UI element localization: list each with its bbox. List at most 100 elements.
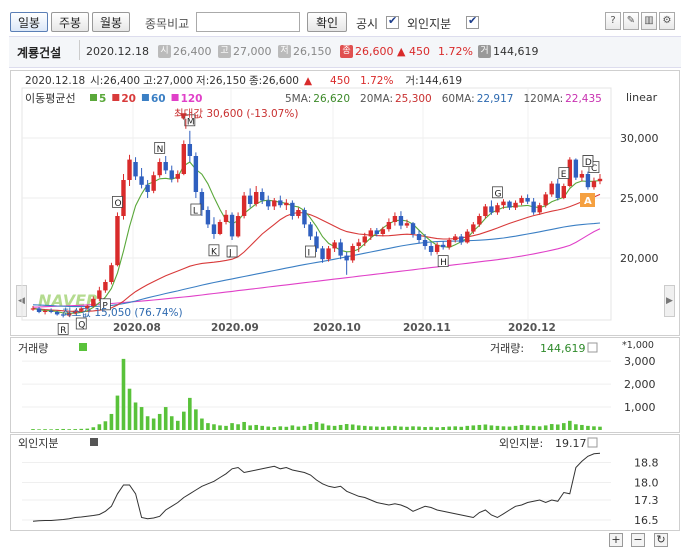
high-icon: 고 — [218, 45, 231, 58]
foreign-panel — [10, 434, 680, 531]
candle-body — [247, 195, 253, 204]
volume-bar — [37, 429, 41, 430]
candle-body — [48, 310, 54, 312]
stock-change: ▲ 450 — [397, 45, 430, 58]
pattern-label-box — [112, 195, 123, 208]
volume-bar — [574, 424, 578, 430]
refresh-icon[interactable]: ↻ — [654, 533, 668, 547]
disclosure-checkbox[interactable] — [386, 14, 399, 29]
stock-date: 2020.12.18 — [86, 45, 149, 58]
foreign-line — [32, 452, 601, 522]
volume-bar — [537, 426, 542, 430]
volume-bar — [435, 427, 439, 430]
pattern-label: E — [561, 170, 567, 180]
candle-body — [211, 224, 217, 234]
candle-body — [471, 224, 476, 232]
settings-icon[interactable]: ⚙ — [659, 12, 675, 30]
candle-body — [151, 175, 156, 191]
info-high-label: 고: — [143, 75, 156, 87]
pattern-label-box — [99, 298, 111, 311]
volume-bar — [465, 425, 470, 430]
volume-bar — [236, 424, 240, 430]
candle-body — [453, 236, 458, 240]
pattern-label-box — [226, 245, 238, 258]
volume-bar — [381, 426, 385, 430]
stock-high: 27,000 — [233, 45, 272, 58]
volume-bar — [206, 423, 210, 430]
scale-label: linear — [626, 91, 658, 104]
volume-bar — [182, 411, 186, 430]
candle-body — [139, 176, 144, 185]
candle-body — [302, 210, 307, 225]
split-icon[interactable]: ▥ — [641, 12, 657, 30]
info-change: 450 — [330, 75, 350, 87]
volume-bar — [85, 428, 90, 430]
price-x-tick: 2020.11 — [403, 322, 451, 334]
volume-bar — [580, 424, 584, 430]
max-arrow: ▼ — [180, 112, 187, 122]
pattern-label-box — [558, 167, 570, 180]
pattern-label: I — [307, 249, 310, 259]
draw-icon[interactable]: ✎ — [623, 12, 639, 30]
volume-bar — [260, 425, 265, 430]
candle-body — [543, 194, 548, 206]
volume-bar — [103, 421, 108, 430]
candle-body — [597, 178, 603, 182]
pattern-label-box — [437, 255, 449, 268]
ma-legend-label: 5 — [99, 93, 106, 105]
candle-body — [199, 192, 205, 210]
stock-name: 계룡건설 — [17, 46, 62, 60]
volume-bar — [188, 397, 192, 430]
compare-input[interactable] — [196, 12, 300, 32]
volume-bar — [477, 424, 482, 430]
foreign-checkbox[interactable] — [466, 14, 479, 29]
volume-right-label: 거래량: — [490, 342, 524, 355]
volume-bar — [43, 429, 47, 430]
pattern-label-box — [75, 317, 87, 330]
volume-bar — [375, 426, 379, 430]
help-icon[interactable]: ? — [605, 12, 621, 30]
scroll-right-arrow[interactable]: ▶ — [664, 285, 675, 317]
candle-body — [416, 234, 422, 240]
candle-body — [193, 156, 199, 192]
candle-body — [579, 174, 585, 178]
candle-body — [446, 240, 452, 248]
volume-bar — [79, 428, 84, 430]
volume-bar — [163, 407, 168, 430]
pattern-label-box — [492, 186, 503, 199]
period-tab-week[interactable]: 주봉 — [51, 12, 89, 32]
disclosure-label: 공시 — [356, 17, 379, 31]
candle-body — [36, 308, 42, 312]
ma5-line — [32, 161, 601, 314]
pattern-label: C — [591, 164, 597, 174]
price-y-tick: 30,000 — [620, 132, 659, 145]
ma-value-label: 20MA: — [360, 93, 393, 105]
ma-legend-swatch — [90, 94, 97, 101]
candle-body — [489, 206, 494, 213]
volume-y-tick: 2,000 — [624, 378, 656, 391]
open-icon: 시 — [158, 45, 171, 58]
candle-body — [260, 192, 265, 201]
candle-body — [296, 210, 301, 216]
confirm-button[interactable]: 확인 — [307, 12, 347, 32]
volume-bar — [278, 426, 283, 430]
volume-bar — [495, 425, 500, 430]
candle-body — [85, 306, 90, 309]
compare-label: 종목비교 — [145, 17, 190, 31]
zoom-in-button[interactable]: + — [609, 533, 623, 547]
candle-body — [272, 200, 277, 207]
foreign-y-tick: 17.3 — [634, 494, 659, 507]
volume-bar — [139, 407, 144, 430]
volume-bar — [507, 426, 512, 430]
zoom-out-button[interactable]: − — [631, 533, 645, 547]
candle-body — [266, 200, 271, 207]
candle-body — [585, 174, 591, 188]
candle-body — [368, 230, 373, 237]
volume-bar — [326, 425, 331, 430]
period-tab-day[interactable]: 일봉 — [10, 12, 48, 32]
period-tab-month[interactable]: 월봉 — [92, 12, 130, 32]
max-annotation: 최대값 30,600 (-13.07%) — [174, 108, 298, 120]
candle-body — [163, 162, 168, 171]
volume-bar — [224, 425, 228, 430]
candle-body — [440, 244, 446, 248]
